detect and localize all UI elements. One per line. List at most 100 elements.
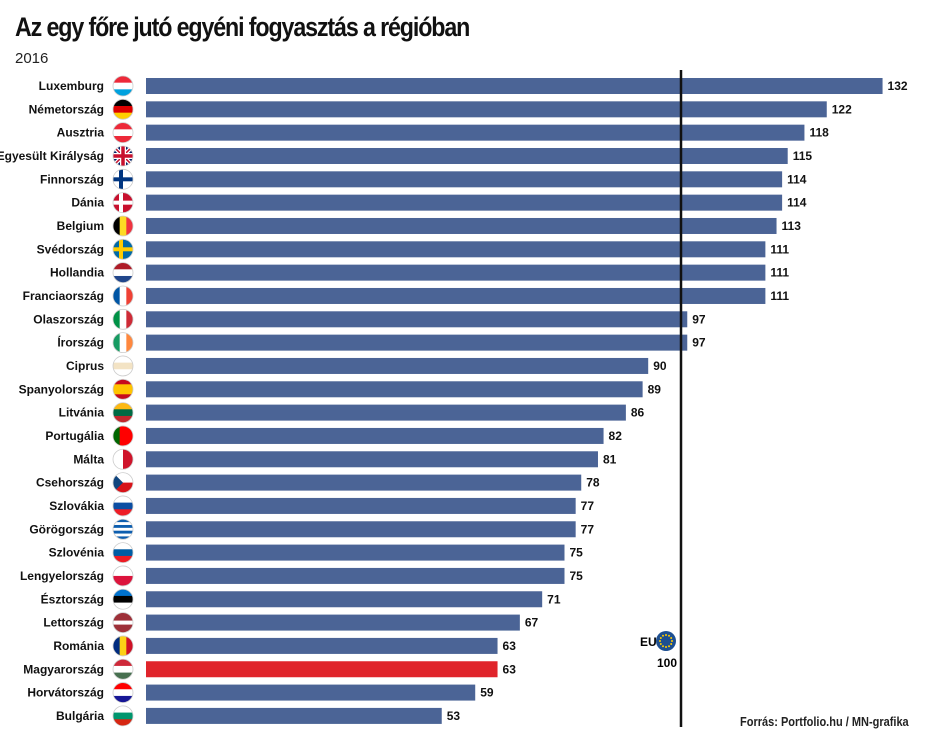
bar xyxy=(146,404,626,421)
value-label: 89 xyxy=(648,382,662,396)
category-label: Svédország xyxy=(37,242,104,256)
category-label: Egyesült Királyság xyxy=(0,149,104,163)
value-label: 111 xyxy=(770,242,789,256)
chart-title: Az egy főre jutó egyéni fogyasztás a rég… xyxy=(15,12,470,42)
flag-icon xyxy=(113,495,133,516)
eu-value: 100 xyxy=(657,656,678,670)
bar xyxy=(146,567,565,584)
flag-icon xyxy=(113,122,133,143)
flag-icon xyxy=(113,519,133,540)
category-label: Románia xyxy=(53,639,104,653)
flag-icon xyxy=(113,76,133,96)
category-label: Hollandia xyxy=(50,266,104,280)
bar xyxy=(146,381,643,398)
bar xyxy=(146,591,543,608)
eu-flag-icon xyxy=(656,631,676,651)
value-label: 75 xyxy=(570,569,584,583)
flag-icon xyxy=(113,635,133,656)
flag-icon xyxy=(113,99,133,120)
value-label: 111 xyxy=(770,266,789,280)
category-label: Dánia xyxy=(71,196,104,210)
category-label: Bulgária xyxy=(56,709,104,723)
category-label: Szlovénia xyxy=(49,546,105,560)
category-label: Horvátország xyxy=(27,686,104,700)
value-label: 113 xyxy=(782,219,802,233)
value-label: 78 xyxy=(586,476,600,490)
bar xyxy=(146,451,598,468)
bar xyxy=(146,311,688,328)
flag-icon xyxy=(113,262,133,283)
bar xyxy=(146,427,604,444)
source-note: Forrás: Portfolio.hu / MN-grafika xyxy=(740,715,909,729)
flag-icon xyxy=(113,285,133,306)
bar xyxy=(146,264,766,281)
bar xyxy=(146,707,442,724)
value-label: 86 xyxy=(631,406,645,420)
category-label: Észtország xyxy=(41,591,104,606)
bar xyxy=(146,521,576,538)
category-label: Ciprus xyxy=(66,359,104,373)
flag-icon xyxy=(113,239,133,260)
bar xyxy=(146,474,582,491)
flag-icon xyxy=(113,169,133,190)
category-label: Szlovákia xyxy=(49,499,104,513)
value-label: 77 xyxy=(581,499,595,513)
bar xyxy=(146,357,649,374)
bar xyxy=(146,334,688,351)
value-label: 63 xyxy=(503,662,517,676)
bar xyxy=(146,287,766,304)
value-label: 114 xyxy=(787,172,807,186)
value-label: 67 xyxy=(525,616,539,630)
flag-icon xyxy=(113,659,133,680)
flag-icon xyxy=(113,589,133,610)
value-label: 71 xyxy=(547,592,561,606)
bar xyxy=(146,171,783,188)
bar xyxy=(146,124,805,141)
value-label: 122 xyxy=(832,102,852,116)
bar xyxy=(146,217,777,234)
category-label: Portugália xyxy=(45,429,104,443)
category-label: Finnország xyxy=(40,172,104,186)
bar xyxy=(146,544,565,561)
value-label: 53 xyxy=(447,709,461,723)
flag-icon xyxy=(113,682,133,703)
category-label: Írország xyxy=(57,335,104,350)
bar xyxy=(146,614,520,631)
value-label: 90 xyxy=(653,359,667,373)
value-label: 82 xyxy=(609,429,623,443)
flag-icon xyxy=(113,402,133,423)
flag-icon xyxy=(113,449,133,470)
category-label: Olaszország xyxy=(33,312,104,326)
flag-icon xyxy=(113,379,133,400)
bar xyxy=(146,78,883,94)
flag-icon xyxy=(113,355,133,376)
value-label: 132 xyxy=(888,79,908,93)
category-label: Lengyelország xyxy=(20,569,104,583)
value-label: 81 xyxy=(603,452,617,466)
flag-icon xyxy=(113,309,133,330)
category-label: Spanyolország xyxy=(19,382,104,396)
category-label: Magyarország xyxy=(23,662,104,676)
value-label: 97 xyxy=(692,336,706,350)
chart-subtitle: 2016 xyxy=(15,50,49,67)
value-label: 59 xyxy=(480,686,494,700)
category-label: Ausztria xyxy=(57,126,105,140)
bar xyxy=(146,101,827,118)
value-label: 63 xyxy=(503,639,517,653)
category-label: Csehország xyxy=(36,476,104,490)
bar xyxy=(146,684,476,701)
value-label: 118 xyxy=(809,126,829,140)
flag-icon xyxy=(113,145,133,166)
category-label: Málta xyxy=(73,452,104,466)
bar xyxy=(146,661,498,678)
flag-icon xyxy=(113,332,133,353)
bar xyxy=(146,637,498,654)
bar xyxy=(146,147,788,164)
value-label: 77 xyxy=(581,522,595,536)
bar xyxy=(146,241,766,258)
value-label: 97 xyxy=(692,312,706,326)
flag-icon xyxy=(113,542,133,563)
category-label: Litvánia xyxy=(59,406,105,420)
